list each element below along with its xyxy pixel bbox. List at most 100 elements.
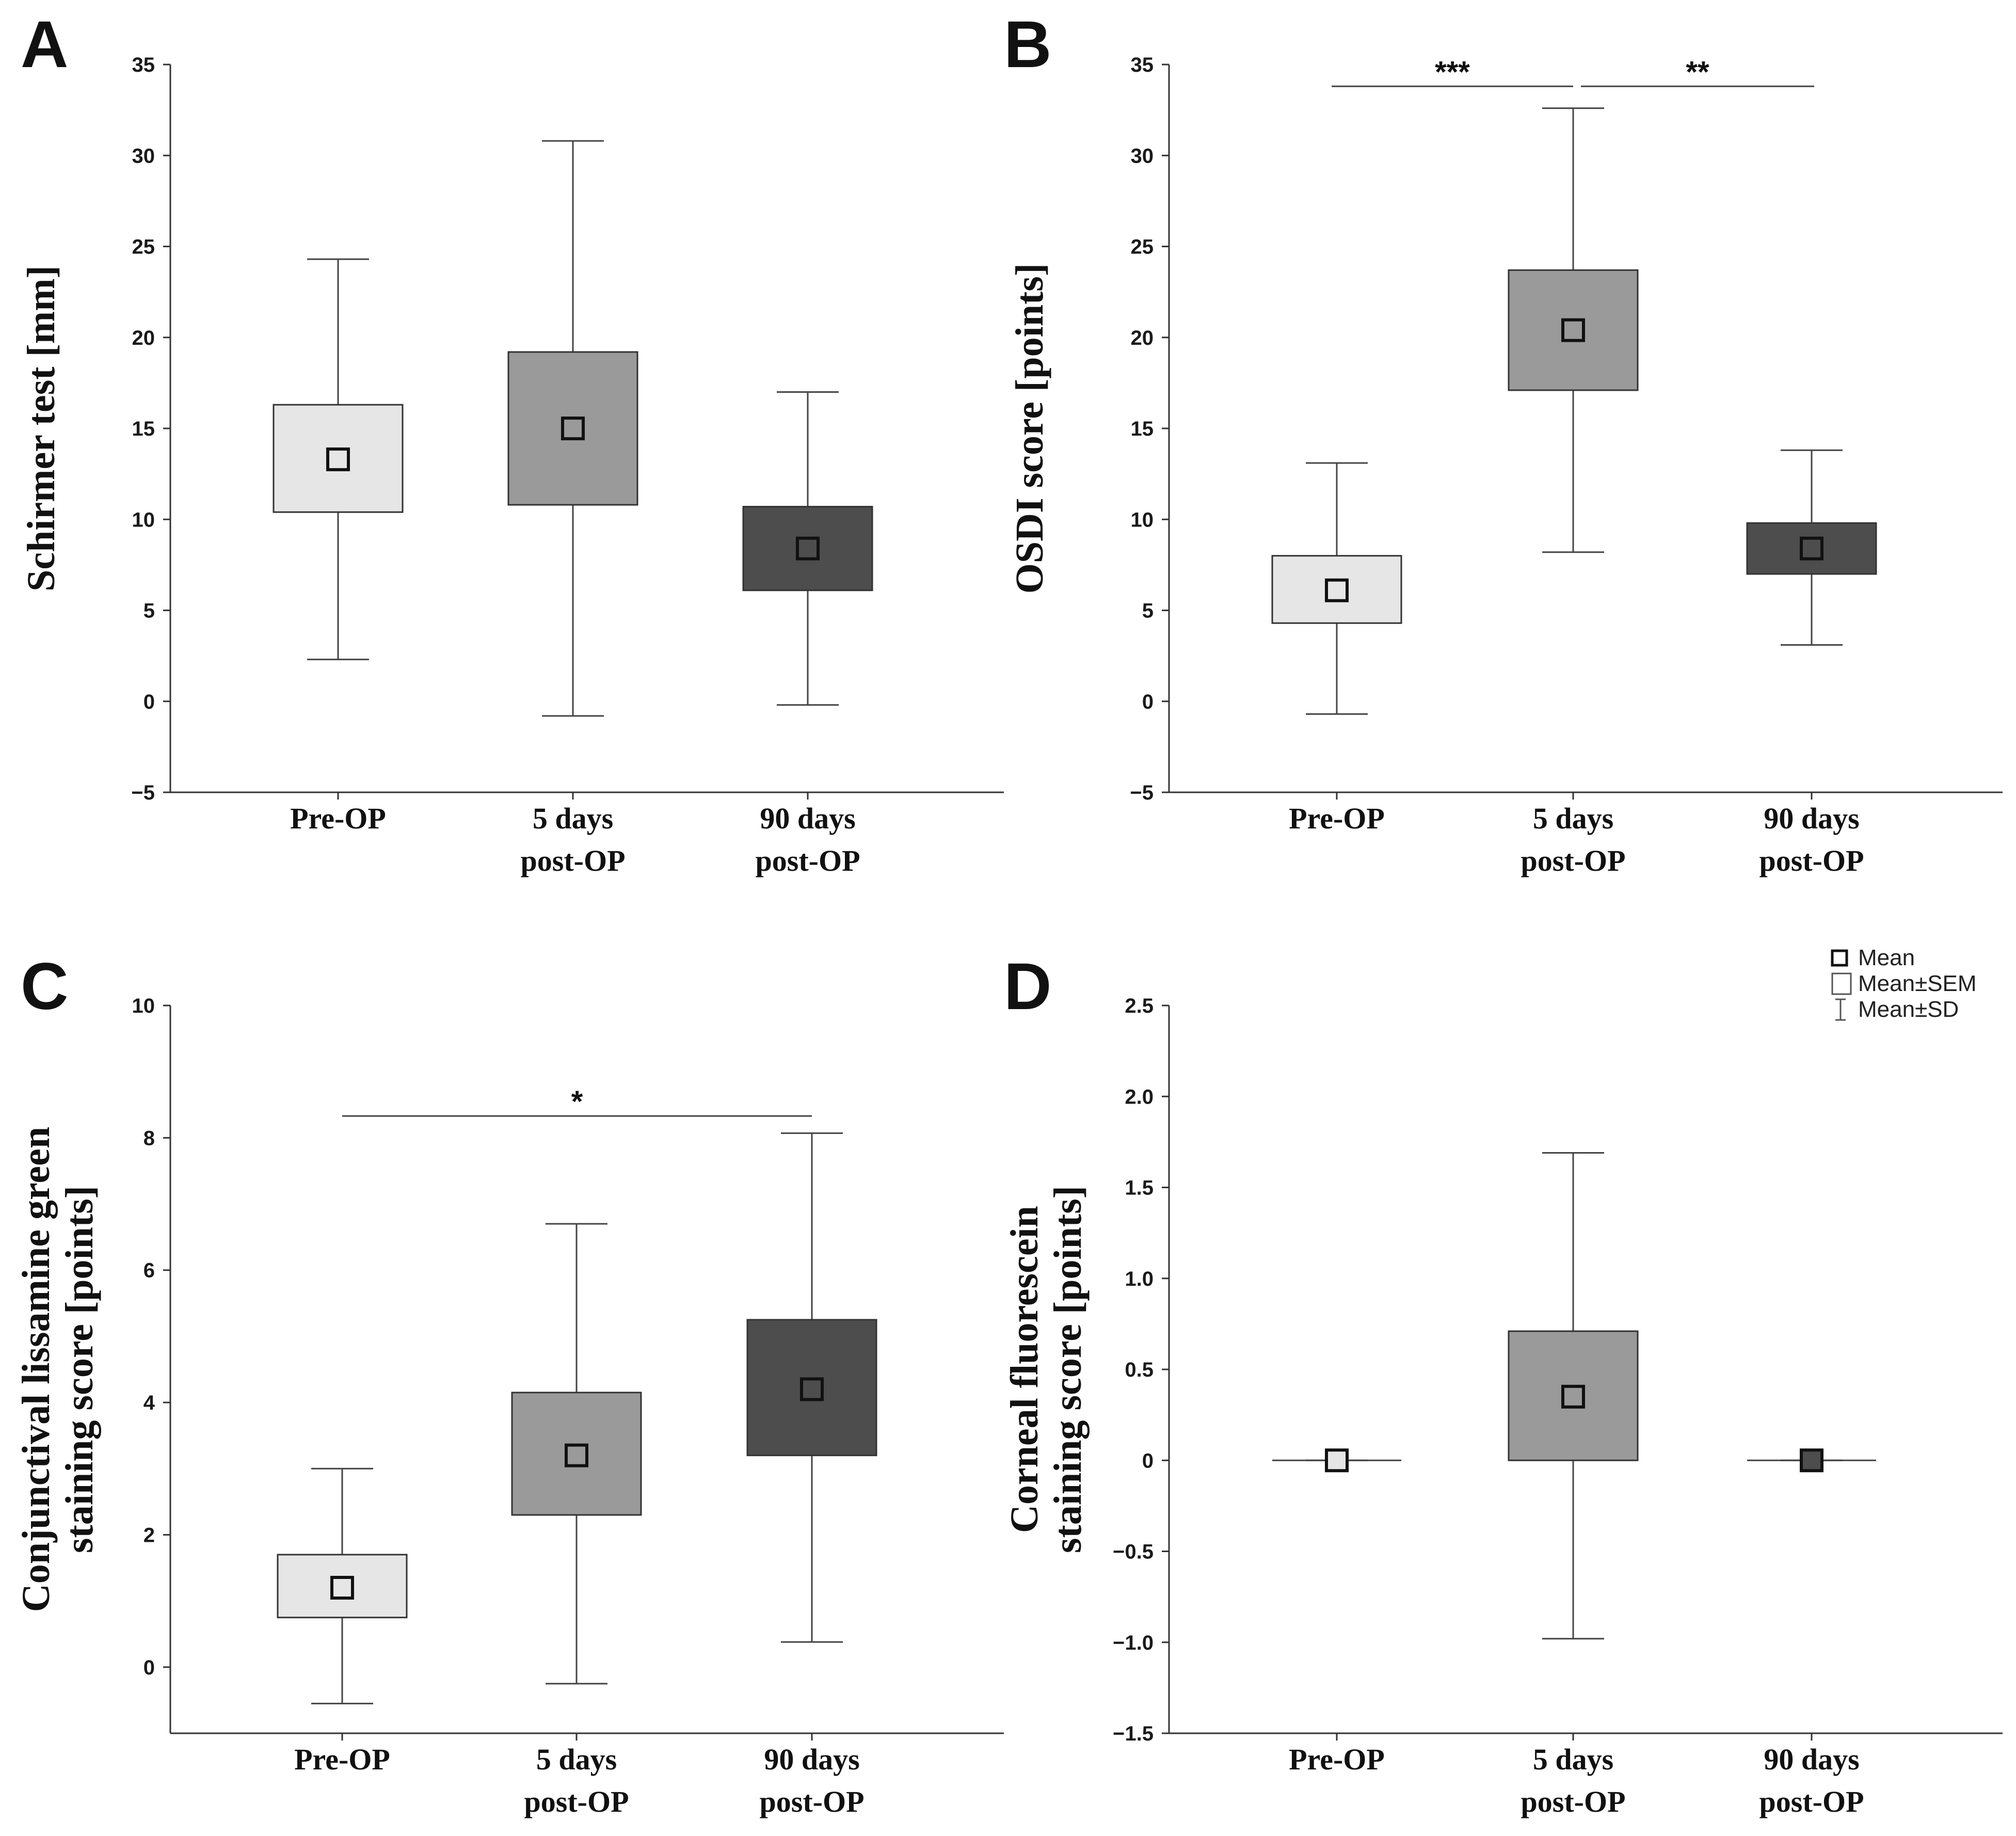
y-tick-label: −1.0: [1113, 1632, 1154, 1654]
significance-label: ***: [1435, 55, 1470, 89]
x-category-label: 90 days: [1764, 802, 1859, 835]
x-category-label: Pre-OP: [294, 1743, 390, 1776]
y-tick-label: 8: [143, 1127, 155, 1150]
x-category-label: 5 days: [536, 1743, 617, 1776]
box-group: [277, 1467, 408, 1704]
y-tick-label: 1.5: [1125, 1177, 1154, 1200]
x-category-label: 90 days: [760, 802, 855, 835]
y-tick-label: 15: [132, 418, 155, 440]
y-tick-label: 0.5: [1125, 1359, 1154, 1381]
y-tick-label: −1.5: [1113, 1722, 1154, 1745]
panel-letter: D: [1004, 950, 1051, 1024]
mean-marker: [1800, 536, 1823, 561]
box-group: [1747, 1448, 1876, 1473]
mean-marker: [1325, 1448, 1349, 1473]
x-category-label: Pre-OP: [1289, 802, 1385, 835]
panel-a: A −5 0 5 10 15 20 25 30 35 Schirmer test [mm] Pre-O…: [20, 8, 1004, 877]
y-axis-label: staining score [points]: [1046, 1186, 1090, 1553]
x-category-label: post-OP: [760, 1785, 865, 1818]
legend-sem-icon: [1831, 972, 1852, 995]
y-tick-label: 0: [143, 691, 155, 713]
mean-marker: [1561, 1384, 1585, 1409]
x-category-label: 5 days: [1533, 802, 1613, 835]
y-axis-label: Corneal fluorescein: [1003, 1206, 1046, 1533]
box-group: [1508, 107, 1639, 553]
y-tick-label: 0: [143, 1656, 155, 1679]
box-group: [742, 391, 873, 706]
panel-letter: C: [21, 950, 68, 1024]
x-category-label: 90 days: [764, 1743, 859, 1776]
y-tick-label: 25: [1131, 236, 1154, 259]
y-tick-label: 10: [132, 995, 155, 1017]
mean-marker: [561, 417, 585, 440]
y-tick-label: 35: [132, 54, 155, 76]
x-category-label: post-OP: [521, 844, 626, 877]
mean-marker: [796, 536, 820, 561]
box-group: [273, 258, 404, 661]
y-tick-label: 35: [1131, 54, 1154, 76]
y-tick-label: 5: [1142, 600, 1154, 622]
y-tick-label: 20: [1131, 327, 1154, 349]
mean-marker: [1800, 1448, 1823, 1473]
y-axis-label: OSDI score [points]: [1008, 263, 1051, 594]
panel-letter: B: [1004, 8, 1051, 82]
x-category-label: 5 days: [1533, 1743, 1613, 1776]
y-tick-label: −0.5: [1113, 1541, 1154, 1563]
mean-marker: [565, 1443, 588, 1467]
legend-label: Mean±SD: [1858, 997, 1959, 1022]
y-axis-label: Conjunctival lissamine green: [14, 1127, 58, 1612]
x-category-label: post-OP: [756, 844, 860, 877]
legend-mean-icon: [1831, 949, 1848, 967]
box-group: [511, 1223, 642, 1685]
y-tick-label: 10: [132, 508, 155, 531]
y-tick-label: 20: [132, 327, 155, 349]
y-tick-label: 15: [1131, 418, 1154, 440]
x-category-label: post-OP: [1521, 1785, 1626, 1818]
panel-d: D −1.5 −1.0 −0.5 0 0.5 1.0 1.5 2.0 2.5 Corneal flu…: [1003, 950, 2003, 1818]
y-tick-label: 0: [1142, 691, 1154, 713]
significance-label: *: [571, 1085, 583, 1119]
box-group: [1746, 449, 1877, 646]
legend-label: Mean±SEM: [1858, 971, 1977, 996]
y-tick-label: 2.0: [1125, 1085, 1154, 1108]
y-axis-label: staining score [points]: [58, 1186, 101, 1553]
y-tick-label: 4: [143, 1392, 155, 1414]
mean-marker: [326, 447, 350, 471]
panel-c: C 0 2 4 6 8 10 Conjunctival lissamine green stai…: [14, 950, 1004, 1818]
legend-label: Mean: [1858, 945, 1915, 970]
y-axis-label: Schirmer test [mm]: [20, 265, 63, 592]
x-category-label: Pre-OP: [290, 802, 386, 835]
y-tick-label: 5: [143, 600, 155, 622]
box-group: [507, 140, 638, 717]
y-tick-label: 1.0: [1125, 1268, 1154, 1290]
mean-marker: [800, 1377, 824, 1401]
y-tick-label: −5: [1130, 781, 1154, 804]
x-category-label: Pre-OP: [1289, 1743, 1385, 1776]
mean-marker: [1561, 318, 1585, 342]
x-category-label: post-OP: [524, 1785, 629, 1818]
x-category-label: post-OP: [1759, 1785, 1864, 1818]
box-group: [1272, 1448, 1401, 1473]
y-tick-label: 10: [1131, 508, 1154, 531]
box-group: [1271, 462, 1402, 715]
significance-label: **: [1686, 55, 1709, 89]
mean-marker: [330, 1576, 354, 1600]
x-category-label: 5 days: [533, 802, 613, 835]
x-category-label: 90 days: [1764, 1743, 1859, 1776]
mean-marker: [1325, 578, 1349, 602]
y-tick-label: −5: [131, 781, 155, 804]
y-tick-label: 0: [1142, 1449, 1154, 1472]
box-group: [746, 1132, 877, 1643]
y-tick-label: 6: [143, 1259, 155, 1282]
y-tick-label: 30: [1131, 145, 1154, 167]
x-category-label: post-OP: [1521, 844, 1626, 877]
panel-letter: A: [21, 8, 68, 82]
y-tick-label: 2.5: [1125, 995, 1154, 1017]
x-category-label: post-OP: [1759, 844, 1864, 877]
y-tick-label: 30: [132, 145, 155, 167]
y-tick-label: 25: [132, 236, 155, 259]
panel-b: B −5 0 5 10 15 20 25 30 35 OSDI score [points] Pre-…: [1004, 8, 2003, 877]
y-tick-label: 2: [143, 1524, 155, 1546]
